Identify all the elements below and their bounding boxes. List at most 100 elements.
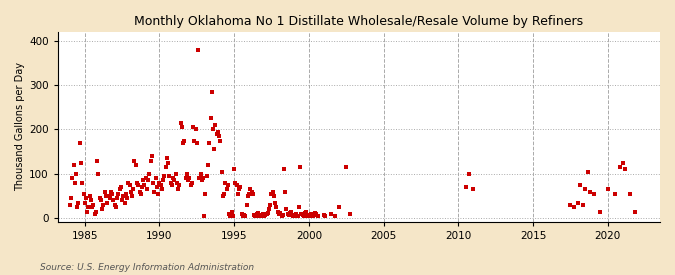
Point	[99, 189, 110, 194]
Point	[344, 211, 355, 216]
Point	[98, 203, 109, 207]
Point	[214, 134, 225, 138]
Point	[625, 192, 636, 196]
Point	[304, 212, 315, 217]
Point	[230, 180, 241, 185]
Point	[205, 116, 216, 121]
Point	[115, 185, 126, 189]
Point	[610, 192, 620, 196]
Point	[310, 211, 321, 215]
Point	[285, 211, 296, 215]
Point	[260, 212, 271, 217]
Point	[302, 214, 313, 218]
Point	[263, 211, 273, 215]
Point	[190, 127, 201, 132]
Point	[238, 214, 248, 218]
Point	[176, 125, 187, 130]
Point	[256, 214, 267, 218]
Point	[157, 187, 167, 192]
Point	[294, 205, 304, 209]
Point	[160, 165, 171, 169]
Point	[83, 205, 94, 209]
Point	[74, 141, 85, 145]
Point	[292, 214, 303, 218]
Point	[198, 176, 209, 180]
Point	[572, 200, 583, 205]
Point	[89, 211, 100, 216]
Point	[86, 198, 97, 203]
Point	[296, 211, 306, 216]
Point	[163, 161, 173, 165]
Point	[93, 172, 104, 176]
Point	[107, 192, 117, 196]
Point	[297, 212, 308, 217]
Point	[124, 183, 135, 187]
Point	[189, 138, 200, 143]
Point	[174, 183, 185, 187]
Point	[250, 214, 261, 218]
Point	[602, 187, 613, 192]
Point	[88, 203, 99, 207]
Point	[217, 169, 227, 174]
Point	[117, 198, 128, 203]
Point	[232, 183, 242, 187]
Point	[127, 194, 138, 198]
Point	[282, 211, 293, 216]
Point	[146, 154, 157, 158]
Point	[192, 141, 202, 145]
Point	[123, 180, 134, 185]
Point	[139, 183, 150, 187]
Point	[568, 205, 579, 209]
Point	[248, 192, 259, 196]
Point	[273, 211, 284, 216]
Point	[589, 192, 599, 196]
Point	[565, 203, 576, 207]
Point	[178, 141, 188, 145]
Point	[151, 185, 162, 189]
Point	[280, 189, 291, 194]
Point	[104, 196, 115, 200]
Point	[210, 123, 221, 127]
Point	[312, 214, 323, 218]
Point	[90, 209, 101, 214]
Point	[333, 205, 344, 209]
Point	[133, 183, 144, 187]
Point	[261, 211, 272, 216]
Point	[225, 214, 236, 218]
Point	[80, 196, 91, 200]
Point	[180, 176, 191, 180]
Point	[111, 205, 122, 209]
Point	[319, 212, 329, 217]
Point	[95, 198, 106, 203]
Point	[78, 192, 89, 196]
Point	[165, 180, 176, 185]
Point	[341, 165, 352, 169]
Y-axis label: Thousand Gallons per Day: Thousand Gallons per Day	[15, 62, 25, 191]
Point	[246, 189, 257, 194]
Point	[248, 212, 259, 217]
Point	[201, 174, 212, 178]
Point	[326, 211, 337, 216]
Point	[140, 176, 151, 180]
Point	[269, 194, 279, 198]
Point	[234, 187, 244, 192]
Point	[119, 200, 130, 205]
Point	[464, 172, 475, 176]
Point	[304, 214, 315, 218]
Point	[241, 203, 252, 207]
Point	[84, 194, 95, 198]
Point	[288, 212, 299, 217]
Point	[76, 161, 86, 165]
Point	[153, 192, 163, 196]
Point	[276, 214, 287, 218]
Point	[263, 207, 274, 211]
Point	[204, 141, 215, 145]
Point	[580, 187, 591, 192]
Point	[209, 147, 219, 152]
Point	[242, 194, 253, 198]
Point	[460, 185, 471, 189]
Point	[620, 167, 630, 172]
Point	[239, 212, 250, 217]
Point	[226, 209, 237, 214]
Point	[188, 125, 198, 130]
